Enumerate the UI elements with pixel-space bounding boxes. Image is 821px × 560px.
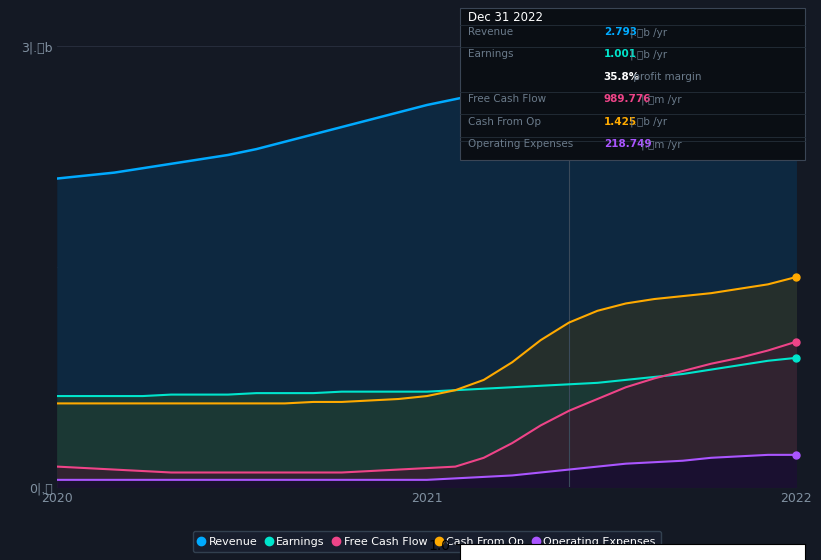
Text: 35.8%: 35.8% — [603, 72, 640, 82]
Text: |.ดb /yr: |.ดb /yr — [631, 116, 667, 127]
Text: Revenue: Revenue — [468, 27, 513, 37]
Text: 218.749: 218.749 — [603, 139, 651, 149]
Text: Free Cash Flow: Free Cash Flow — [468, 94, 546, 104]
Text: profit margin: profit margin — [631, 72, 702, 82]
Text: Cash From Op: Cash From Op — [468, 116, 541, 127]
Text: |.ดb /yr: |.ดb /yr — [631, 27, 667, 38]
Text: 1.001: 1.001 — [603, 49, 636, 59]
Text: Dec 31 2022: Dec 31 2022 — [468, 11, 544, 24]
Text: 2.793: 2.793 — [603, 27, 636, 37]
Text: |.ดb /yr: |.ดb /yr — [631, 49, 667, 60]
Text: Earnings: Earnings — [468, 49, 514, 59]
Legend: Revenue, Earnings, Free Cash Flow, Cash From Op, Operating Expenses: Revenue, Earnings, Free Cash Flow, Cash … — [193, 531, 661, 552]
Text: |.ดm /yr: |.ดm /yr — [641, 139, 681, 150]
Text: 1.425: 1.425 — [603, 116, 637, 127]
Text: 989.776: 989.776 — [603, 94, 651, 104]
Text: Operating Expenses: Operating Expenses — [468, 139, 573, 149]
Text: |.ดm /yr: |.ดm /yr — [641, 94, 681, 105]
